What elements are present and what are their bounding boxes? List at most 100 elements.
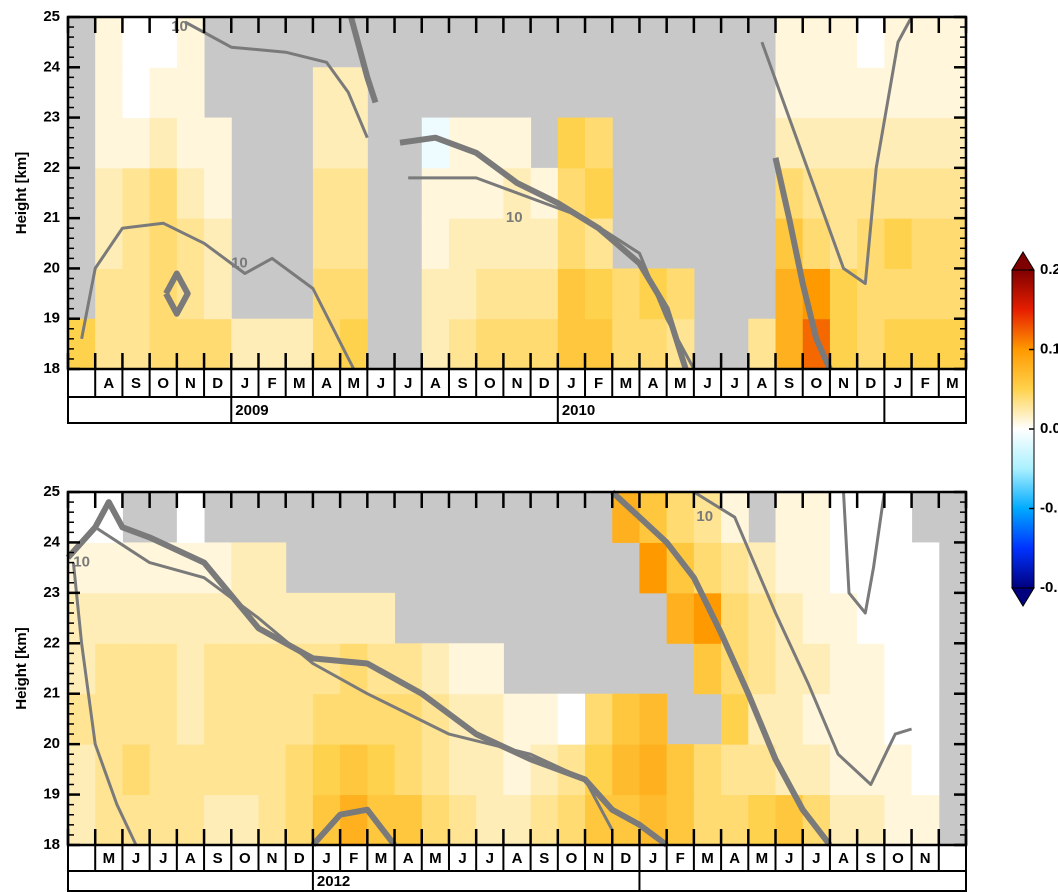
heat-cell <box>911 592 940 644</box>
y-tick-label: 22 <box>43 634 60 651</box>
y-tick-label: 20 <box>43 259 60 276</box>
heat-cell <box>802 542 831 594</box>
heat-cell <box>476 643 504 695</box>
heat-cell <box>448 167 477 219</box>
heat-cell <box>503 794 532 846</box>
heat-cell <box>666 592 695 644</box>
heat-cell <box>829 643 858 695</box>
heat-cell <box>231 794 259 846</box>
heat-cell <box>721 542 749 594</box>
heat-cell <box>721 693 749 745</box>
heat-cell <box>639 542 668 594</box>
heat-cell <box>340 592 368 644</box>
month-label: A <box>403 850 414 867</box>
month-label: D <box>539 375 550 392</box>
heat-cell <box>149 693 178 745</box>
heat-cell <box>312 167 341 219</box>
heat-cell <box>530 794 559 846</box>
heat-cell <box>503 268 532 320</box>
heat-cell <box>149 592 178 644</box>
heat-cell <box>884 218 913 269</box>
heat-cell <box>802 643 831 695</box>
month-label: N <box>267 850 278 867</box>
heat-cell <box>312 744 341 796</box>
contour-label: 10 <box>506 209 523 226</box>
month-label: N <box>838 375 849 392</box>
heat-cell <box>204 592 232 644</box>
heat-cell <box>666 794 695 846</box>
heat-cell <box>911 744 940 796</box>
heat-cell <box>857 318 885 370</box>
heat-cell <box>775 592 804 644</box>
month-label: A <box>321 375 332 392</box>
heat-cell <box>503 318 532 370</box>
heat-cell <box>149 794 178 846</box>
heat-cell <box>176 744 205 796</box>
heat-cell <box>149 744 178 796</box>
heat-cell <box>204 744 232 796</box>
heat-cell <box>421 268 450 320</box>
heat-cell <box>911 67 940 119</box>
heat-cell <box>884 117 913 169</box>
month-label: M <box>103 850 116 867</box>
colorbar-tick-label: -0.1 <box>1040 499 1058 516</box>
heat-cell <box>95 542 123 594</box>
month-label: A <box>838 850 849 867</box>
heat-cell <box>748 542 777 594</box>
heat-cell <box>340 218 368 269</box>
heat-cell <box>421 744 450 796</box>
month-label: F <box>676 850 685 867</box>
heat-cell <box>68 318 96 370</box>
heat-cell <box>176 167 205 219</box>
month-label: M <box>756 850 769 867</box>
heat-cell <box>666 268 695 320</box>
y-tick-label: 18 <box>43 360 60 377</box>
heat-cell <box>122 167 151 219</box>
month-label: M <box>674 375 687 392</box>
month-label: M <box>620 375 633 392</box>
month-label: O <box>810 375 822 392</box>
heat-cell <box>122 117 151 169</box>
month-label: O <box>157 375 169 392</box>
month-label: J <box>322 850 330 867</box>
heat-cell <box>312 592 341 644</box>
heat-cell <box>95 592 123 644</box>
heat-cell <box>231 542 259 594</box>
heat-cell <box>775 542 804 594</box>
month-label: F <box>349 850 358 867</box>
heat-cell <box>340 693 368 745</box>
heat-cell <box>176 67 205 119</box>
heat-cell <box>748 592 777 644</box>
heat-cell <box>149 17 178 68</box>
month-label: D <box>620 850 631 867</box>
month-label: J <box>377 375 385 392</box>
y-tick-label: 20 <box>43 735 60 752</box>
heat-cell <box>95 318 123 370</box>
heat-cell <box>911 218 940 269</box>
heat-cell <box>802 492 831 543</box>
heat-cell <box>585 318 613 370</box>
heat-cell <box>802 218 831 269</box>
heat-cell <box>204 643 232 695</box>
heat-cell <box>95 693 123 745</box>
heat-cell <box>367 592 396 644</box>
heat-cell <box>857 592 885 644</box>
y-tick-label: 25 <box>43 8 60 25</box>
heat-cell <box>231 643 259 695</box>
contour-thin <box>80 16 913 370</box>
heat-cell <box>911 794 940 846</box>
heat-cell <box>448 794 477 846</box>
heat-cell <box>176 693 205 745</box>
heat-cell <box>857 268 885 320</box>
heat-cell <box>557 117 586 169</box>
y-tick-label: 24 <box>43 58 60 75</box>
contour-thick <box>65 489 833 848</box>
heat-cell <box>829 592 858 644</box>
contour-label: 10 <box>73 554 90 571</box>
heat-cell <box>938 167 967 219</box>
heat-cell <box>340 744 368 796</box>
year-label: 2012 <box>317 873 350 890</box>
heat-cell <box>884 167 913 219</box>
heat-cell <box>884 744 913 796</box>
